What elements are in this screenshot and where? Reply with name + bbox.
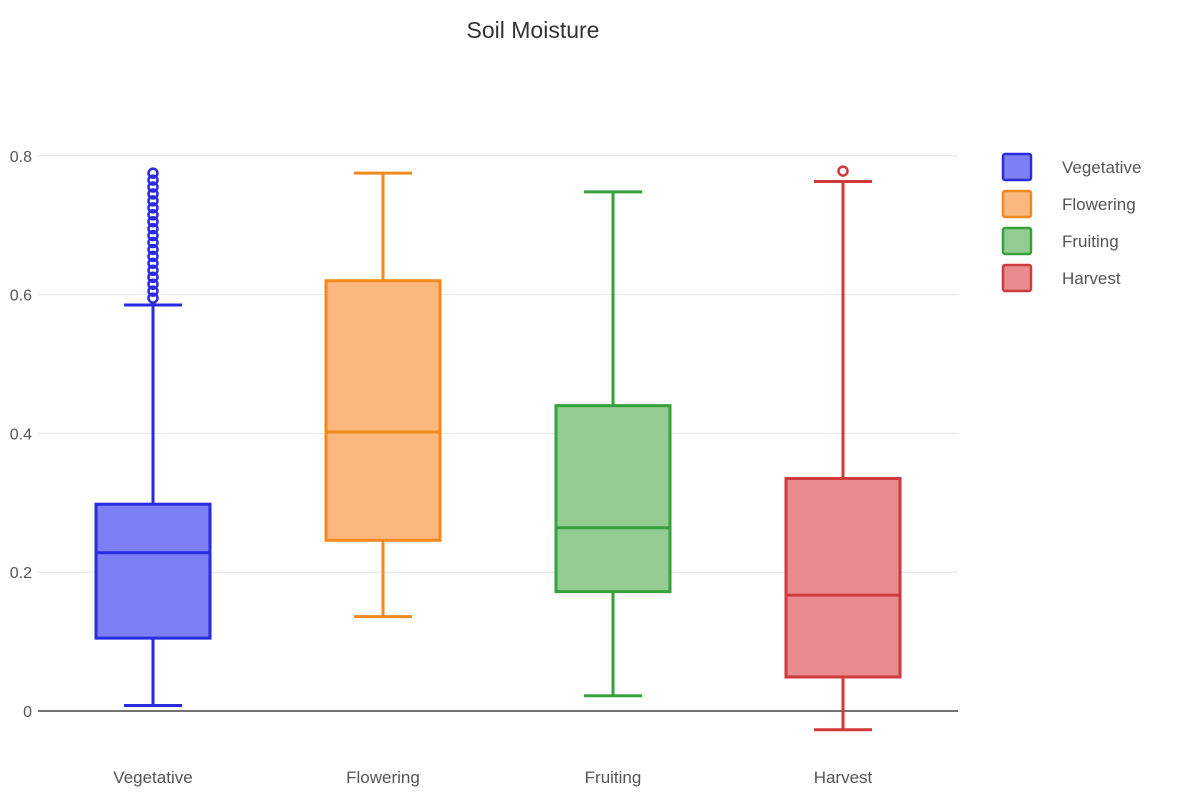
outlier-point — [147, 292, 159, 304]
outlier-point — [147, 167, 159, 179]
legend-item-harvest[interactable]: Harvest — [1001, 263, 1121, 293]
outlier-point — [147, 195, 159, 207]
outlier-point — [147, 236, 159, 249]
outlier-point — [147, 250, 159, 263]
iqr-box — [324, 279, 442, 542]
outlier-point — [147, 202, 159, 214]
x-tick-label: Harvest — [814, 768, 873, 787]
y-axis: 0 0.2 0.4 0.6 0.8 — [10, 149, 32, 721]
legend-label: Harvest — [1062, 269, 1121, 288]
legend-item-fruiting[interactable]: Fruiting — [1001, 226, 1119, 256]
x-axis: Vegetative Flowering Fruiting Harvest — [113, 768, 872, 787]
outlier-point — [147, 271, 159, 283]
y-tick-label: 0 — [23, 704, 32, 721]
outlier-point — [147, 285, 159, 297]
legend-label: Vegetative — [1062, 158, 1141, 177]
legend-swatch — [1001, 226, 1033, 256]
boxes — [94, 165, 902, 732]
outlier-point — [837, 165, 849, 177]
legend-item-flowering[interactable]: Flowering — [1001, 189, 1136, 219]
legend-label: Flowering — [1062, 195, 1136, 214]
outlier-point — [147, 278, 159, 290]
outlier-point — [147, 229, 159, 242]
box-fruiting — [554, 190, 672, 698]
box-vegetative — [94, 167, 212, 707]
outlier-point — [147, 209, 159, 221]
iqr-box — [94, 502, 212, 640]
legend-swatch — [1001, 263, 1033, 293]
x-tick-label: Vegetative — [113, 768, 192, 787]
legend-swatch — [1001, 189, 1033, 219]
outlier-point — [147, 181, 159, 193]
outlier-point — [147, 188, 159, 200]
legend-item-vegetative[interactable]: Vegetative — [1001, 152, 1141, 182]
x-tick-label: Flowering — [346, 768, 420, 787]
outlier-point — [147, 243, 159, 256]
x-tick-label: Fruiting — [585, 768, 642, 787]
y-tick-label: 0.8 — [10, 149, 32, 166]
y-tick-label: 0.4 — [10, 426, 32, 443]
outlier-point — [147, 264, 159, 277]
legend-swatch — [1001, 152, 1033, 182]
chart-title: Soil Moisture — [467, 17, 600, 43]
box-harvest — [784, 165, 902, 732]
y-tick-label: 0.6 — [10, 288, 32, 305]
outlier-point — [147, 174, 159, 186]
legend-label: Fruiting — [1062, 232, 1119, 251]
outlier-point — [147, 215, 159, 228]
box-flowering — [324, 171, 442, 619]
legend[interactable]: Vegetative Flowering Fruiting Harvest — [1001, 152, 1141, 293]
outlier-point — [147, 257, 159, 270]
iqr-box — [554, 404, 672, 594]
y-tick-label: 0.2 — [10, 565, 32, 582]
outlier-point — [147, 222, 159, 235]
iqr-box — [784, 477, 902, 679]
